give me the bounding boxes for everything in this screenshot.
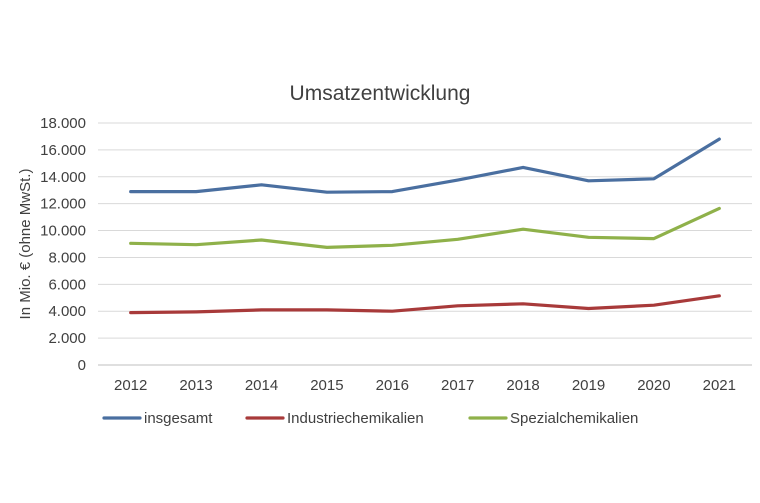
- x-tick-label: 2012: [114, 377, 147, 394]
- x-tick-label: 2014: [245, 377, 278, 394]
- legend-label: insgesamt: [144, 410, 213, 427]
- y-tick-label: 6.000: [48, 276, 86, 293]
- series-line-insgesamt: [129, 137, 721, 194]
- series-line-spezialchemikalien: [129, 206, 721, 249]
- y-tick-label: 0: [78, 357, 86, 374]
- y-tick-label: 18.000: [40, 115, 86, 132]
- x-axis-ticks: 2012 2013 2014 2015 2016 2017 2018 2019 2020 2021: [114, 377, 736, 394]
- y-tick-label: 14.000: [40, 169, 86, 186]
- y-tick-label: 4.000: [48, 303, 86, 320]
- y-tick-label: 12.000: [40, 196, 86, 213]
- series-lines: [129, 137, 721, 315]
- y-tick-label: 2.000: [48, 330, 86, 347]
- chart-title: Umsatzentwicklung: [290, 82, 471, 105]
- legend-label: Spezialchemikalien: [510, 410, 638, 427]
- legend-label: Industriechemikalien: [287, 410, 424, 427]
- y-tick-label: 10.000: [40, 223, 86, 240]
- x-tick-label: 2018: [506, 377, 539, 394]
- y-axis-label: In Mio. € (ohne MwSt.): [17, 169, 34, 320]
- x-tick-label: 2013: [179, 377, 212, 394]
- x-tick-label: 2016: [376, 377, 409, 394]
- y-tick-label: 8.000: [48, 249, 86, 266]
- y-axis-ticks: 0 2.000 4.000 6.000 8.000 10.000 12.000 14.000 1…: [40, 115, 86, 374]
- x-tick-label: 2019: [572, 377, 605, 394]
- x-tick-label: 2021: [703, 377, 736, 394]
- legend: insgesamt Industriechemikalien Spezialchem…: [102, 410, 638, 427]
- series-line-industriechemikalien: [129, 294, 721, 315]
- x-tick-label: 2015: [310, 377, 343, 394]
- y-tick-label: 16.000: [40, 142, 86, 159]
- x-tick-label: 2020: [637, 377, 670, 394]
- x-tick-label: 2017: [441, 377, 474, 394]
